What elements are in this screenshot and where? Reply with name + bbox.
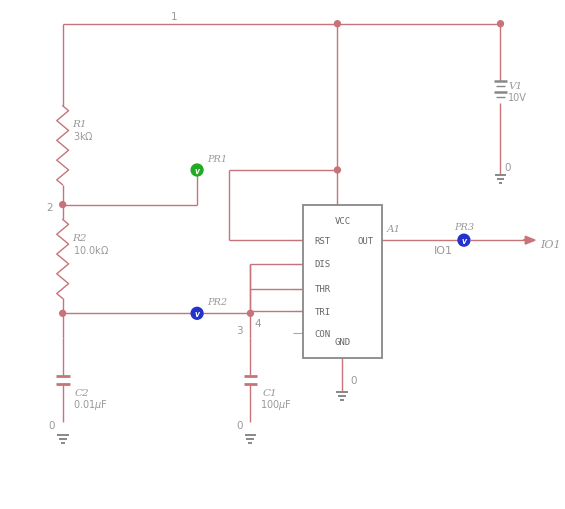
Text: PR3: PR3	[454, 222, 474, 232]
Text: 0: 0	[48, 420, 55, 430]
Text: 10V: 10V	[508, 93, 527, 103]
Circle shape	[334, 167, 340, 174]
Text: v: v	[194, 309, 199, 319]
FancyArrow shape	[523, 237, 535, 245]
Text: CON: CON	[315, 329, 331, 338]
Circle shape	[458, 235, 470, 246]
Text: 1: 1	[171, 12, 177, 22]
Text: GND: GND	[334, 338, 350, 347]
Text: RST: RST	[315, 236, 331, 245]
Text: V1: V1	[508, 82, 523, 91]
Text: v: v	[194, 166, 199, 176]
Text: 0: 0	[350, 375, 357, 385]
Text: 0.01$\mu$F: 0.01$\mu$F	[72, 398, 107, 411]
Text: IO1: IO1	[540, 240, 560, 249]
Text: A1: A1	[387, 224, 401, 233]
Circle shape	[191, 165, 203, 177]
Circle shape	[334, 22, 340, 27]
Text: VCC: VCC	[334, 216, 350, 225]
Text: THR: THR	[315, 285, 331, 294]
Text: 0: 0	[236, 420, 242, 430]
Text: R1: R1	[72, 120, 87, 129]
Text: 4: 4	[254, 319, 261, 328]
Circle shape	[247, 310, 254, 317]
Text: TRI: TRI	[315, 307, 331, 316]
Text: v: v	[462, 237, 467, 246]
Text: 2: 2	[46, 202, 53, 212]
Circle shape	[498, 22, 503, 27]
Text: C2: C2	[75, 388, 89, 397]
Text: DIS: DIS	[315, 260, 331, 269]
Text: 3k$\Omega$: 3k$\Omega$	[72, 130, 93, 142]
Text: PR2: PR2	[207, 297, 227, 306]
Text: R2: R2	[72, 233, 87, 242]
Text: C1: C1	[262, 388, 277, 397]
Text: IO1: IO1	[434, 245, 453, 256]
Text: 0: 0	[505, 163, 511, 173]
Text: 100$\mu$F: 100$\mu$F	[260, 398, 292, 411]
Circle shape	[191, 308, 203, 320]
Text: OUT: OUT	[358, 236, 374, 245]
Circle shape	[60, 310, 66, 317]
Text: 3: 3	[236, 325, 242, 335]
Circle shape	[60, 202, 66, 208]
Bar	[303, 205, 382, 358]
Text: PR1: PR1	[207, 154, 227, 163]
Text: 10.0k$\Omega$: 10.0k$\Omega$	[72, 244, 109, 256]
